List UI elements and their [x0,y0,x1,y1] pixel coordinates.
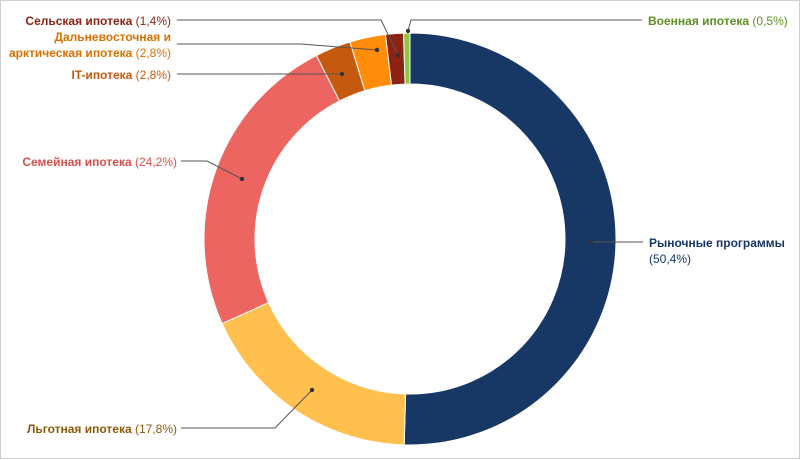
leader-line-сельская-ипотека [177,19,399,56]
label-name-семейная-ипотека: Семейная ипотека [22,155,135,169]
slice-labels: Рыночные программы (50,4%) Льготная ипотек… [9,14,788,436]
slice-семейная-ипотека[interactable] [203,54,341,325]
label-name-льготная-ипотека: Льготная ипотека [27,422,135,436]
leader-dot-дальневосточная-и-арктическая-ипотека [374,47,380,53]
leader-dot-сельская-ипотека [395,52,401,58]
label-value-военная-ипотека: (0,5%) [752,14,787,28]
label-name-рыночные-программы: Рыночные программы [649,236,785,250]
label-name-it-ипотека: IT-ипотека [71,68,135,82]
label-it-ипотека: IT-ипотека (2,8%) [71,68,171,82]
leader-line-дальневосточная-и-арктическая-ипотека [177,43,378,51]
slice-военная-ипотека[interactable] [403,32,411,85]
slice-рыночные-программы[interactable] [403,32,617,446]
leader-lines [177,19,643,429]
label-льготная-ипотека: Льготная ипотека (17,8%) [27,422,177,436]
label-name-line2-дальневосточная-и-арктическая-ипотека: арктическая ипотека [9,46,136,60]
label-рыночные-программы: Рыночные программы (50,4%) [649,236,785,266]
leader-line-семейная-ипотека [181,160,243,180]
leader-dot-it-ипотека [339,71,345,77]
leader-line-военная-ипотека [407,19,642,32]
leader-line-льготная-ипотека [181,389,313,429]
label-value-сельская-ипотека: (1,4%) [136,14,171,28]
donut-slices [203,32,617,446]
leader-dot-льготная-ипотека [309,387,315,393]
label-name-line1-дальневосточная-и-арктическая-ипотека: Дальневосточная и [54,30,171,44]
label-дальневосточная-и-арктическая-ипотека: Дальневосточная и арктическая ипотека (2,… [9,30,171,60]
label-сельская-ипотека: Сельская ипотека (1,4%) [25,14,171,28]
leader-dot-военная-ипотека [405,28,411,34]
label-value-it-ипотека: (2,8%) [136,68,171,82]
label-value-рыночные-программы: (50,4%) [649,252,691,266]
label-name-военная-ипотека: Военная ипотека [648,14,752,28]
leader-dot-семейная-ипотека [239,176,245,182]
label-value-льготная-ипотека: (17,8%) [135,422,177,436]
slice-льготная-ипотека[interactable] [221,301,407,446]
label-name-сельская-ипотека: Сельская ипотека [25,14,135,28]
label-семейная-ипотека: Семейная ипотека (24,2%) [22,155,177,169]
label-value-дальневосточная-и-арктическая-ипотека: (2,8%) [136,46,171,60]
label-военная-ипотека: Военная ипотека (0,5%) [648,14,788,28]
label-value-семейная-ипотека: (24,2%) [135,155,177,169]
leader-dot-рыночные-программы [588,239,594,245]
